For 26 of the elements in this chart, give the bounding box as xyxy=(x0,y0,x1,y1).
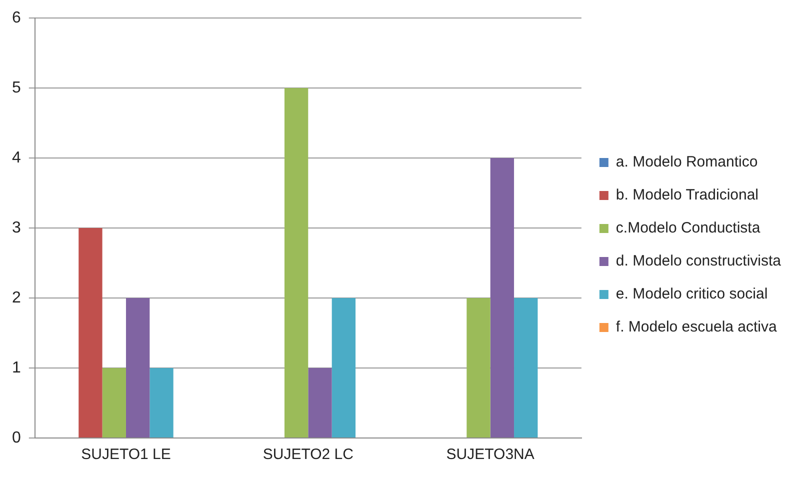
bar xyxy=(308,368,332,438)
y-tick-label: 3 xyxy=(12,219,21,236)
y-tick-label: 2 xyxy=(12,289,21,306)
x-tick-label: SUJETO2 LC xyxy=(262,446,354,464)
legend-label: d. Modelo constructivista xyxy=(616,252,782,270)
bar xyxy=(78,228,102,438)
bar xyxy=(126,298,150,438)
y-tick-label: 4 xyxy=(12,149,21,166)
y-tick-label: 0 xyxy=(12,429,21,446)
bar xyxy=(466,298,490,438)
bar xyxy=(102,368,126,438)
x-tick-label: SUJETO3NA xyxy=(446,446,534,464)
legend-label: f. Modelo escuela activa xyxy=(616,318,778,336)
bar xyxy=(150,368,174,438)
bar xyxy=(284,88,308,438)
legend-label: e. Modelo critico social xyxy=(616,286,768,303)
legend-label: a. Modelo Romantico xyxy=(616,154,758,171)
legend-label: c.Modelo Conductista xyxy=(616,220,761,237)
bar xyxy=(514,298,538,438)
y-tick-label: 1 xyxy=(12,359,21,376)
y-tick-label: 5 xyxy=(12,79,21,96)
bar xyxy=(490,158,514,438)
y-tick-label: 6 xyxy=(12,9,21,26)
legend-label: b. Modelo Tradicional xyxy=(616,186,759,204)
bar xyxy=(332,298,356,438)
x-tick-label: SUJETO1 LE xyxy=(81,446,171,464)
